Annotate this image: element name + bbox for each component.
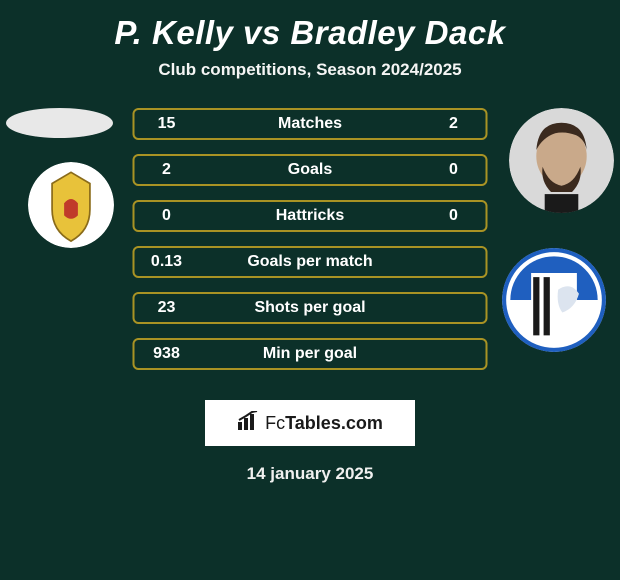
site-suffix: Tables.com — [285, 413, 383, 433]
person-icon — [509, 108, 614, 213]
stat-row-goals: 2 Goals 0 — [133, 154, 488, 186]
stat-left-value: 938 — [137, 345, 197, 363]
team-logo-left — [28, 162, 114, 248]
player-avatar-left — [6, 108, 113, 138]
stat-row-matches: 15 Matches 2 — [133, 108, 488, 140]
stat-row-spg: 23 Shots per goal — [133, 292, 488, 324]
footer-date: 14 january 2025 — [0, 464, 620, 484]
chart-icon — [237, 411, 259, 436]
site-prefix: Fc — [265, 413, 285, 433]
stat-left-value: 0.13 — [137, 253, 197, 271]
stat-right-value: 0 — [424, 161, 484, 179]
stat-row-gpm: 0.13 Goals per match — [133, 246, 488, 278]
stat-label: Min per goal — [197, 345, 424, 363]
stat-row-hattricks: 0 Hattricks 0 — [133, 200, 488, 232]
player-avatar-right — [509, 108, 614, 213]
stat-left-value: 15 — [137, 115, 197, 133]
stat-label: Goals per match — [197, 253, 424, 271]
site-badge: FcTables.com — [205, 400, 415, 446]
site-name: FcTables.com — [265, 413, 383, 434]
stat-label: Hattricks — [197, 207, 424, 225]
team-logo-right — [502, 248, 606, 352]
club-badge-icon — [502, 248, 606, 352]
subtitle: Club competitions, Season 2024/2025 — [0, 60, 620, 80]
stat-left-value: 0 — [137, 207, 197, 225]
stat-label: Matches — [197, 115, 424, 133]
stat-label: Goals — [197, 161, 424, 179]
stat-label: Shots per goal — [197, 299, 424, 317]
stat-left-value: 23 — [137, 299, 197, 317]
stat-row-mpg: 938 Min per goal — [133, 338, 488, 370]
stat-right-value: 2 — [424, 115, 484, 133]
comparison-card: P. Kelly vs Bradley Dack Club competitio… — [0, 0, 620, 580]
stat-right-value: 0 — [424, 207, 484, 225]
shield-icon — [28, 162, 114, 248]
page-title: P. Kelly vs Bradley Dack — [0, 0, 620, 52]
stat-left-value: 2 — [137, 161, 197, 179]
stats-area: 15 Matches 2 2 Goals 0 0 Hattricks 0 0.1… — [0, 108, 620, 388]
